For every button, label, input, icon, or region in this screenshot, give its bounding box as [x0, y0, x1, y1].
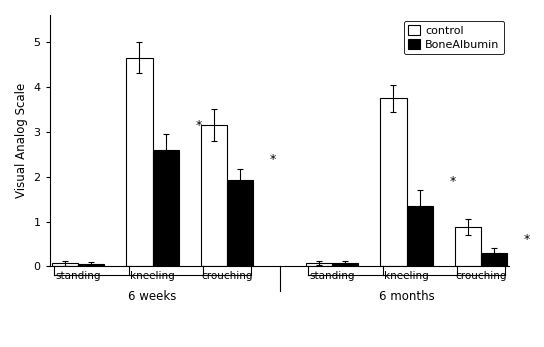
Text: *: *	[270, 153, 276, 166]
Text: *: *	[524, 233, 530, 246]
Bar	[406, 206, 433, 266]
Bar	[126, 58, 153, 266]
Y-axis label: Visual Analog Scale: Visual Analog Scale	[15, 83, 28, 198]
Text: 6 months: 6 months	[379, 290, 435, 303]
Text: *: *	[195, 119, 202, 132]
Bar	[201, 125, 227, 266]
Bar	[306, 263, 332, 266]
Bar	[78, 264, 104, 266]
Bar	[455, 227, 481, 266]
Bar	[332, 263, 358, 266]
Bar	[153, 150, 179, 266]
Bar	[52, 263, 78, 266]
Bar	[481, 253, 508, 266]
Text: 6 weeks: 6 weeks	[128, 290, 177, 303]
Bar	[380, 98, 406, 266]
Text: *: *	[449, 175, 456, 188]
Bar	[227, 180, 254, 266]
Legend: control, BoneAlbumin: control, BoneAlbumin	[404, 20, 504, 54]
